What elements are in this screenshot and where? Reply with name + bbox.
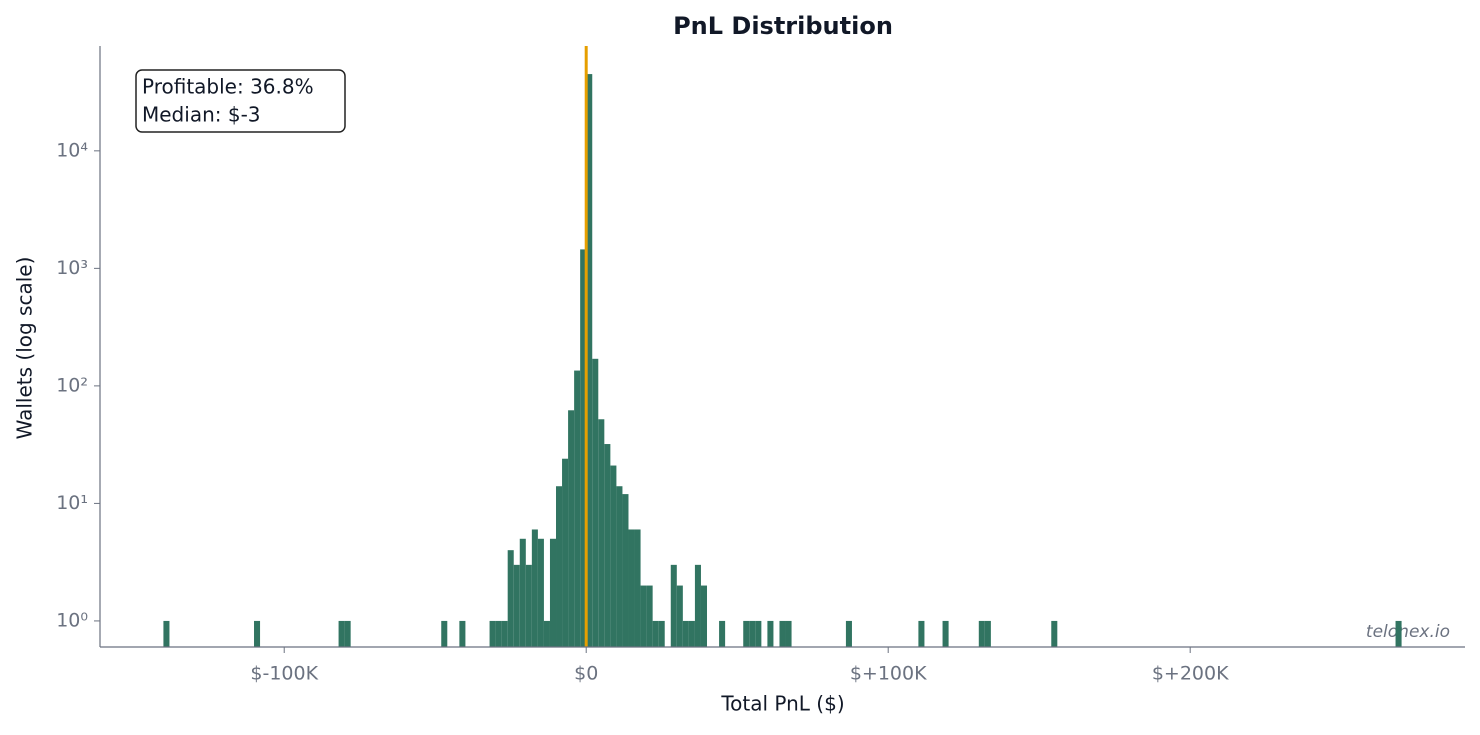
- bar: [604, 444, 611, 647]
- bar: [634, 529, 641, 647]
- bar: [942, 620, 949, 647]
- bar: [495, 620, 502, 647]
- bar: [598, 419, 605, 647]
- bar: [918, 620, 925, 647]
- watermark: telonex.io: [1366, 622, 1450, 642]
- bar: [531, 529, 538, 647]
- bar: [441, 620, 448, 647]
- x-tick-label: $+200K: [1152, 663, 1229, 685]
- y-tick-label: 10⁴: [56, 139, 88, 161]
- x-tick-label: $0: [574, 663, 598, 685]
- x-axis-label: Total PnL ($): [720, 692, 844, 716]
- bar: [254, 620, 261, 647]
- bar: [785, 620, 792, 647]
- bar: [562, 458, 569, 647]
- bar: [574, 370, 581, 647]
- bar: [984, 620, 991, 647]
- bar: [670, 564, 677, 647]
- bar: [640, 585, 647, 647]
- bar: [767, 620, 774, 647]
- annotation-text: Median: $-3: [142, 103, 261, 127]
- bar: [646, 585, 653, 647]
- bar: [459, 620, 466, 647]
- y-tick-label: 10⁰: [56, 609, 88, 631]
- bar: [700, 585, 708, 647]
- bar: [658, 620, 665, 647]
- bar: [163, 620, 170, 647]
- bar: [1051, 620, 1058, 647]
- x-tick-label: $+100K: [850, 663, 927, 685]
- bar: [525, 564, 532, 647]
- bar: [719, 620, 726, 647]
- bar: [543, 620, 550, 647]
- annotation-text: Profitable: 36.8%: [142, 75, 314, 99]
- bar: [501, 620, 508, 647]
- bar: [513, 564, 520, 647]
- chart-title: PnL Distribution: [673, 12, 893, 40]
- bar: [616, 486, 623, 647]
- bar: [586, 74, 593, 648]
- bar: [537, 538, 544, 647]
- bar: [688, 620, 695, 647]
- bar: [338, 620, 345, 647]
- bar: [682, 620, 689, 647]
- y-tick-label: 10²: [56, 374, 88, 396]
- bar: [755, 620, 762, 647]
- bar: [622, 494, 629, 647]
- bar: [568, 410, 575, 647]
- bar: [580, 249, 587, 647]
- x-tick-label: $-100K: [250, 663, 318, 685]
- bar: [556, 486, 563, 647]
- y-tick-label: 10¹: [56, 492, 88, 514]
- bar: [749, 620, 756, 647]
- bar: [978, 620, 985, 647]
- y-axis-label: Wallets (log scale): [13, 257, 37, 440]
- annotation: Profitable: 36.8% Median: $-3: [135, 69, 346, 133]
- bar: [694, 564, 701, 647]
- bar: [610, 465, 617, 647]
- bar: [652, 620, 659, 647]
- bar: [676, 585, 683, 647]
- bar: [519, 538, 526, 647]
- bar: [549, 538, 557, 647]
- bar: [344, 620, 351, 647]
- bar: [507, 550, 514, 647]
- y-tick-label: 10³: [56, 257, 88, 279]
- annotation-box: [135, 69, 346, 133]
- bar: [489, 620, 496, 647]
- bar: [779, 620, 786, 647]
- bar: [1395, 620, 1402, 647]
- bar: [628, 529, 635, 647]
- bar: [743, 620, 750, 647]
- bar: [845, 620, 852, 647]
- bar: [592, 358, 599, 647]
